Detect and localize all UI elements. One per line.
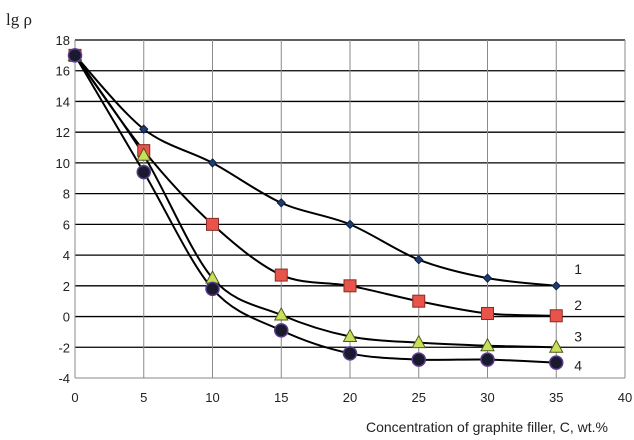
series-2-point	[206, 217, 219, 231]
y-tick-label: 2	[63, 279, 70, 294]
series-4-point	[411, 352, 426, 367]
series-3-point	[548, 339, 564, 353]
y-tick-label: -4	[58, 371, 70, 386]
y-tick-label: 12	[56, 125, 70, 140]
x-tick-label: 35	[549, 390, 563, 405]
series-2-point	[343, 279, 357, 293]
series-2-point	[274, 268, 288, 282]
x-tick-label: 15	[274, 390, 288, 405]
series-3-point	[342, 328, 358, 343]
series-1-label: 1	[574, 261, 582, 277]
y-tick-label: 0	[63, 310, 70, 325]
y-tick-label: 10	[56, 156, 70, 171]
x-axis-ticks: 0 5 10 15 20 25 30 35 40	[71, 390, 632, 405]
series-2-point	[412, 294, 426, 308]
x-tick-label: 25	[412, 390, 426, 405]
series-4-point	[67, 48, 83, 63]
series-1-point	[482, 273, 493, 283]
x-axis-label: Concentration of graphite filler, C, wt.…	[366, 419, 608, 435]
y-tick-label: 8	[63, 187, 70, 202]
series-4-point	[549, 355, 564, 370]
series-1-point	[345, 219, 355, 230]
series-1-point	[276, 198, 286, 208]
series-1-point	[551, 281, 561, 291]
series-4-point	[274, 323, 289, 338]
y-tick-label: 18	[56, 33, 70, 48]
y-axis-label: lg ρ	[6, 10, 32, 29]
series-3-point	[480, 337, 495, 352]
y-tick-label: -2	[58, 340, 70, 355]
series-3-point	[273, 306, 289, 321]
series-1-point	[207, 158, 218, 168]
x-tick-label: 40	[618, 390, 632, 405]
x-tick-label: 5	[140, 390, 147, 405]
x-tick-label: 20	[343, 390, 357, 405]
series-1-point	[414, 254, 424, 265]
series-2-point	[481, 306, 494, 320]
series-3-label: 3	[574, 328, 582, 344]
y-tick-label: 6	[63, 217, 70, 232]
series-markers	[67, 47, 564, 370]
series-labels: 1 2 3 4	[574, 261, 582, 374]
series-4-point	[136, 164, 151, 180]
series-2-point	[549, 309, 563, 323]
series-4-point	[342, 346, 358, 361]
series-1-point	[139, 124, 149, 134]
y-tick-label: 14	[56, 94, 70, 109]
x-tick-label: 10	[205, 390, 219, 405]
y-axis-ticks: -4 -2 0 2 4 6 8 10 12 14 16 18	[56, 33, 70, 386]
y-tick-label: 16	[56, 64, 70, 79]
y-tick-label: 4	[63, 248, 70, 263]
series-4-label: 4	[574, 358, 582, 374]
series-3-point	[411, 334, 427, 349]
x-tick-label: 30	[480, 390, 494, 405]
series-4-point	[205, 281, 220, 297]
series-2-label: 2	[574, 297, 582, 313]
series-3-point	[136, 147, 152, 161]
x-tick-label: 0	[71, 390, 78, 405]
series-4-point	[480, 352, 495, 367]
